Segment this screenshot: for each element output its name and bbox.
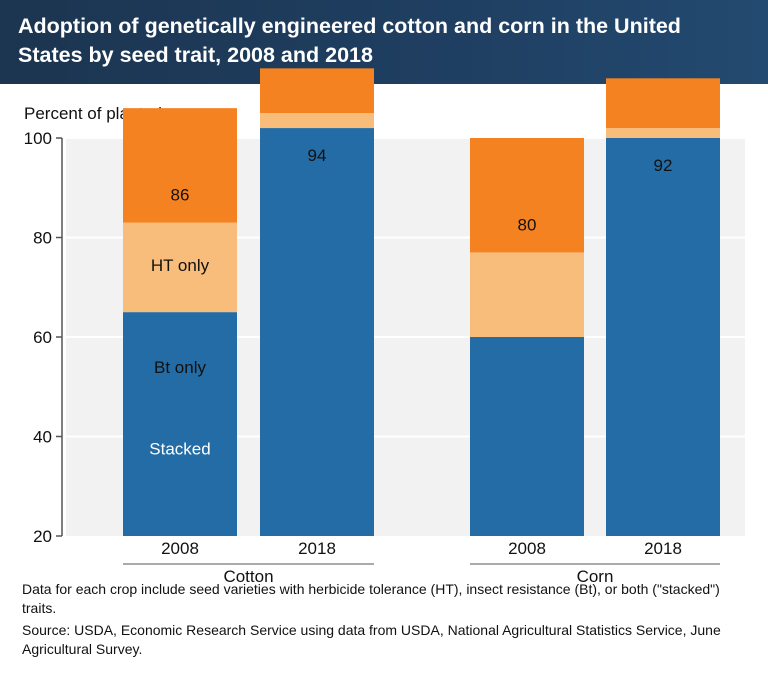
- x-tick-label: 2008: [161, 539, 199, 558]
- series-label: HT only: [151, 256, 210, 275]
- bar-segment-ht-only: [123, 108, 237, 223]
- title-banner: Adoption of genetically engineered cotto…: [0, 0, 768, 84]
- chart-svg: 20 40 60 80 100 86 94 80 92 Stacked Bt only HT only…: [24, 68, 745, 586]
- group-label: Corn: [577, 567, 614, 586]
- y-tick-label: 20: [33, 527, 52, 546]
- source-note: Source: USDA, Economic Research Service …: [22, 622, 721, 657]
- bar-segment-stacked: [470, 337, 584, 536]
- bar-segment-stacked: [606, 138, 720, 536]
- total-label: 94: [308, 146, 327, 165]
- total-label: 92: [654, 156, 673, 175]
- bar-segment-bt-only: [470, 252, 584, 337]
- bar-segment-ht-only: [470, 138, 584, 253]
- series-label: Stacked: [149, 440, 210, 459]
- group-label: Cotton: [223, 567, 273, 586]
- bar-segment-bt-only: [123, 222, 237, 313]
- bar-segment-stacked: [260, 128, 374, 537]
- x-tick-label: 2018: [298, 539, 336, 558]
- chart-title: Adoption of genetically engineered cotto…: [18, 14, 681, 67]
- total-label: 86: [171, 186, 190, 205]
- series-label: Bt only: [154, 358, 206, 377]
- bar-segment-ht-only: [260, 68, 374, 114]
- total-label: 80: [518, 216, 537, 235]
- y-tick-label: 100: [24, 129, 52, 148]
- x-tick-label: 2018: [644, 539, 682, 558]
- bar-segment-bt-only: [606, 128, 720, 138]
- bar-segment-ht-only: [606, 78, 720, 129]
- x-tick-label: 2008: [508, 539, 546, 558]
- y-tick-label: 80: [33, 229, 52, 248]
- footnote: Data for each crop include seed varietie…: [22, 581, 720, 616]
- y-tick-label: 60: [33, 328, 52, 347]
- y-tick-label: 40: [33, 428, 52, 447]
- bar-segment-stacked: [123, 312, 237, 536]
- bar-segment-bt-only: [260, 113, 374, 129]
